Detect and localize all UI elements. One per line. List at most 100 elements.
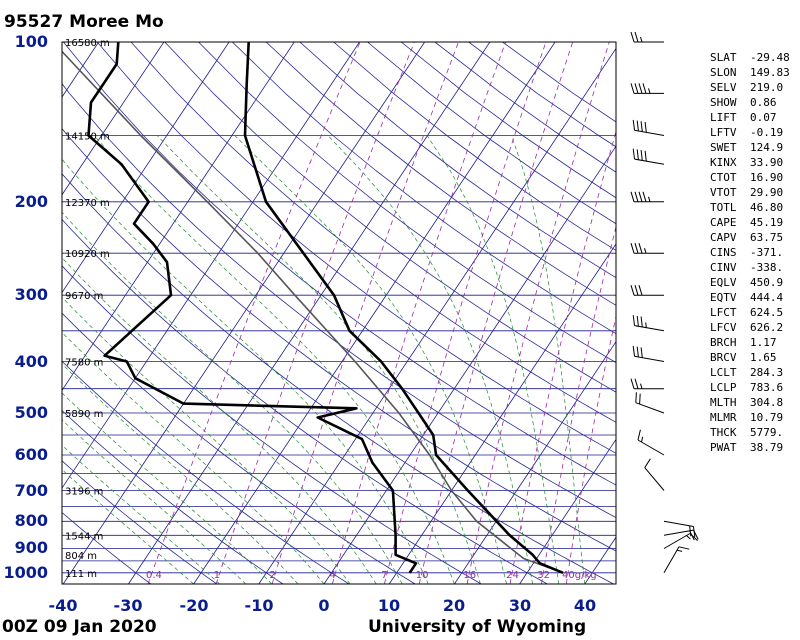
temperature-tick-label: -10 xyxy=(244,596,274,615)
dewpoint-trace xyxy=(87,42,418,574)
index-row: CAPV 63.75 xyxy=(710,230,790,245)
mixing-ratio-line xyxy=(332,42,506,584)
index-row: PWAT 38.79 xyxy=(710,440,790,455)
parcel-trace xyxy=(62,50,564,574)
wind-barb-full xyxy=(632,148,635,160)
wind-barb-full xyxy=(636,120,639,131)
wind-barb-half xyxy=(648,196,651,202)
index-value: 783.6 xyxy=(750,381,784,394)
index-row: LCLT 284.3 xyxy=(710,365,790,380)
wind-barb-full xyxy=(642,83,647,94)
wind-barb-full xyxy=(638,243,643,254)
index-key: TOTL xyxy=(710,201,737,214)
index-row: SHOW 0.86 xyxy=(710,95,790,110)
index-row: TOTL 46.80 xyxy=(710,200,790,215)
wind-barb-half xyxy=(640,36,643,43)
wind-barb-full xyxy=(644,458,651,468)
index-key: EQTV xyxy=(710,291,737,304)
wind-barb-staff xyxy=(634,129,665,136)
isotherm-line xyxy=(0,42,34,584)
dry-adiabat-line xyxy=(63,42,616,486)
index-key: SLON xyxy=(710,66,737,79)
plot-frame xyxy=(61,41,617,585)
wind-barb-full xyxy=(644,121,647,133)
index-value: 284.3 xyxy=(750,366,784,379)
wind-barb-full xyxy=(632,315,635,326)
mixing-ratio-label: 0.4 xyxy=(146,570,162,581)
index-key: BRCV xyxy=(710,351,737,364)
wind-barb-full xyxy=(640,121,643,132)
index-row: VTOT 29.90 xyxy=(710,185,790,200)
moist-adiabat-line xyxy=(62,257,377,584)
index-key: CTOT xyxy=(710,171,737,184)
moist-adiabat-line xyxy=(511,135,586,584)
stability-indices-list: SLAT -29.48 SLON 149.83 SELV 219.0 SHOW 0.86 LIF… xyxy=(710,50,790,455)
index-row: EQTV 444.4 xyxy=(710,290,790,305)
index-key: SELV xyxy=(710,81,737,94)
height-label: 804 m xyxy=(65,551,97,562)
wind-barb-staff xyxy=(663,529,694,536)
index-value: 0.07 xyxy=(750,111,777,124)
index-key: LFCT xyxy=(710,306,737,319)
moist-adiabat-line xyxy=(93,135,455,584)
index-value: 38.79 xyxy=(750,441,784,454)
index-value: 0.86 xyxy=(750,96,777,109)
temperature-trace xyxy=(243,42,564,575)
dry-adiabat-line xyxy=(232,42,616,335)
index-value: 46.80 xyxy=(750,201,784,214)
pressure-tick-label: 200 xyxy=(14,192,48,211)
index-row: BRCV 1.65 xyxy=(710,350,790,365)
index-row: THCK 5779. xyxy=(710,425,790,440)
wind-barb-full xyxy=(635,392,637,403)
wind-barb-full xyxy=(634,83,639,94)
mixing-ratio-line xyxy=(215,42,415,584)
index-key: VTOT xyxy=(710,186,737,199)
dry-adiabat-line xyxy=(62,265,482,584)
moist-adiabat-line xyxy=(426,135,560,584)
height-label: 3196 m xyxy=(65,487,103,498)
temperature-tick-label: 40 xyxy=(573,596,597,615)
dry-adiabat-line xyxy=(96,42,616,454)
index-key: LIFT xyxy=(710,111,737,124)
mixing-ratio-label: 40g/kg xyxy=(562,570,597,581)
index-row: LFTV -0.19 xyxy=(710,125,790,140)
wind-barb-full xyxy=(638,285,643,296)
index-row: CTOT 16.90 xyxy=(710,170,790,185)
isotherm-line xyxy=(62,42,295,392)
index-row: EQLV 450.9 xyxy=(710,275,790,290)
mixing-ratio-label: 16 xyxy=(463,570,476,581)
index-value: 1.17 xyxy=(750,336,777,349)
wind-barb-full xyxy=(634,378,639,389)
wind-barbs xyxy=(630,31,699,574)
index-row: LIFT 0.07 xyxy=(710,110,790,125)
index-value: 10.79 xyxy=(750,411,784,424)
height-label: 1544 m xyxy=(65,531,103,542)
dry-adiabat-line xyxy=(62,312,416,584)
dry-adiabat-line xyxy=(62,127,616,552)
dry-adiabat-line xyxy=(62,83,616,519)
wind-barb-half xyxy=(644,248,647,254)
wind-barb-full xyxy=(630,285,635,296)
wind-barb-full xyxy=(637,429,641,441)
temperature-tick-label: 20 xyxy=(442,596,466,615)
index-row: LCLP 783.6 xyxy=(710,380,790,395)
mixing-ratio-line xyxy=(271,42,459,584)
wind-barb-full xyxy=(639,393,641,405)
dry-adiabat-line xyxy=(164,42,616,393)
wind-barb-full xyxy=(640,316,643,327)
temperature-tick-label: 0 xyxy=(318,596,330,615)
mixing-ratio-label: 4 xyxy=(330,570,336,581)
index-value: 1.65 xyxy=(750,351,777,364)
index-value: -338. xyxy=(750,261,784,274)
index-value: 149.83 xyxy=(750,66,790,79)
index-row: KINX 33.90 xyxy=(710,155,790,170)
index-row: SLAT -29.48 xyxy=(710,50,790,65)
wind-barb-full xyxy=(640,347,643,358)
index-key: SHOW xyxy=(710,96,737,109)
index-key: MLTH xyxy=(710,396,737,409)
wind-barb-full xyxy=(630,191,635,202)
index-row: CINS -371. xyxy=(710,245,790,260)
mixing-ratio-label: 1 xyxy=(214,570,220,581)
height-label: 7580 m xyxy=(65,358,103,369)
isotherm-line xyxy=(519,438,616,584)
